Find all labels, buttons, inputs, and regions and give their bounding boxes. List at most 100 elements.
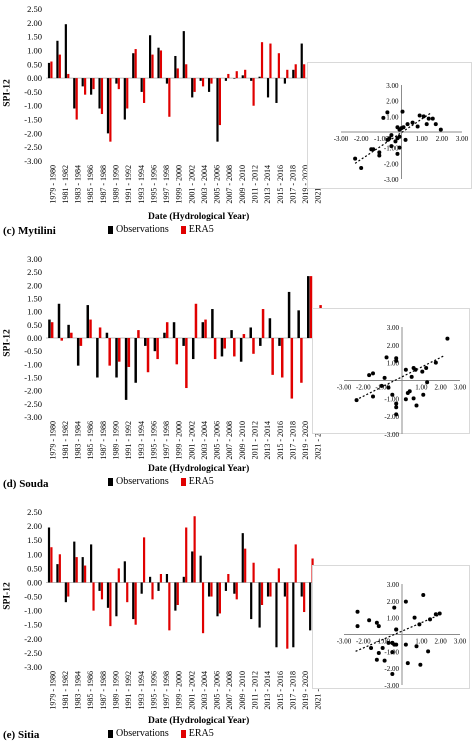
scatter-point xyxy=(390,672,395,677)
y-tick-label: -2.50 xyxy=(24,399,42,409)
scatter-y-tick-label: 2.00 xyxy=(387,342,400,350)
scatter-point xyxy=(395,151,400,156)
chart-caption: (c) Mytilini xyxy=(3,225,56,237)
bar-observations xyxy=(199,555,202,583)
x-tick-label: 2003 - 2004 xyxy=(200,165,209,204)
x-axis-label: Date (Hydrological Year) xyxy=(148,212,250,222)
bar-era5 xyxy=(218,582,221,614)
x-tick-label: 2009 - 2010 xyxy=(238,421,247,460)
bar-era5 xyxy=(117,78,120,90)
bar-era5 xyxy=(286,69,289,79)
scatter-y-tick-label: -1.00 xyxy=(384,395,399,403)
bar-observations xyxy=(163,332,166,338)
bar-era5 xyxy=(260,582,264,605)
bar-observations xyxy=(67,324,70,338)
y-tick-label: -1.50 xyxy=(24,115,42,125)
bar-observations xyxy=(165,574,169,583)
bar-era5 xyxy=(277,568,280,583)
scatter-point xyxy=(424,366,429,371)
bar-era5 xyxy=(126,582,129,603)
x-tick-label: 2001 - 2002 xyxy=(187,671,196,710)
scatter-point xyxy=(355,624,360,629)
chart-caption: (e) Sitia xyxy=(3,729,40,741)
panel-mytilini: 2.50 2.00 1.50 1.00 0.50 0.00 -0.50 -1.00 -1.50 -… xyxy=(0,0,474,247)
x-tick-label: 2017 - 2018 xyxy=(288,421,297,460)
scatter-point xyxy=(433,122,438,127)
x-tick-label: 2013 - 2014 xyxy=(263,671,272,710)
y-tick-label: -1.00 xyxy=(24,359,42,369)
scatter-point xyxy=(371,394,375,399)
x-tick-label: 2019 - 2020 xyxy=(301,671,310,710)
bar-observations xyxy=(56,564,59,583)
y-tick-label: 0.00 xyxy=(27,577,42,587)
bar-observations xyxy=(174,582,177,611)
scatter-trendline xyxy=(354,111,433,164)
scatter-x-tick-label: -1.00 xyxy=(374,135,389,143)
bar-era5 xyxy=(193,78,196,92)
bar-era5 xyxy=(252,562,255,583)
scatter-x-tick-label: 2.00 xyxy=(435,384,448,392)
bar-era5 xyxy=(294,544,297,583)
scatter-point xyxy=(389,133,394,138)
bar-observations xyxy=(201,322,205,338)
bar-chart-souda: 3.00 2.50 2.00 1.50 1.00 0.50 0.00 -0.50 -1.00 -1… xyxy=(24,254,324,460)
scatter-point xyxy=(376,651,381,656)
bar-era5 xyxy=(98,327,102,338)
legend-swatch-black xyxy=(108,225,113,234)
scatter-point xyxy=(371,147,376,152)
bar-era5 xyxy=(109,582,112,627)
x-tick-label: 2005 - 2006 xyxy=(213,421,222,460)
scatter-point xyxy=(437,611,442,616)
x-axis-label: Date (Hydrological Year) xyxy=(148,464,250,474)
bar-era5 xyxy=(67,73,70,79)
scatter-point xyxy=(374,620,379,625)
bar-observations xyxy=(182,338,185,346)
y-tick-label: -1.00 xyxy=(24,606,42,616)
y-tick-label: -3.00 xyxy=(24,156,42,166)
scatter-point xyxy=(359,166,364,171)
x-tick-label: 1989 - 1990 xyxy=(112,165,121,204)
x-tick-label: 2015 - 2016 xyxy=(276,421,285,460)
scatter-point xyxy=(394,401,399,406)
legend-label: ERA5 xyxy=(188,728,214,739)
y-tick-label: 0.50 xyxy=(27,563,42,573)
x-tick-label: 2009 - 2010 xyxy=(238,165,247,204)
scatter-y-tick-label: 3.00 xyxy=(387,581,400,589)
bar-observations xyxy=(191,78,194,98)
scatter-point xyxy=(425,380,430,385)
bar-observations xyxy=(239,338,243,362)
scatter-y-tick-label: -3.00 xyxy=(384,431,399,439)
y-tick-label: -0.50 xyxy=(24,346,42,356)
bar-era5 xyxy=(300,338,303,383)
bar-observations xyxy=(241,75,244,79)
legend-label: Observations xyxy=(116,728,169,739)
bar-era5 xyxy=(185,64,188,79)
bar-observations xyxy=(283,582,286,597)
scatter-point xyxy=(426,649,431,654)
bar-observations xyxy=(140,582,143,594)
bar-era5 xyxy=(117,568,120,583)
x-tick-label: 1979 - 1980 xyxy=(48,421,57,460)
bar-observations xyxy=(132,582,135,620)
bar-observations xyxy=(149,35,152,79)
bar-observations xyxy=(76,338,80,366)
y-tick-label: 2.50 xyxy=(27,507,42,517)
bar-observations xyxy=(307,276,310,338)
bar-observations xyxy=(98,78,101,109)
scatter-point xyxy=(381,115,386,120)
y-tick-label: 1.00 xyxy=(27,549,42,559)
bar-observations xyxy=(106,582,110,608)
bar-era5 xyxy=(176,582,179,605)
bar-era5 xyxy=(146,338,150,373)
scatter-point xyxy=(403,137,408,142)
bar-observations xyxy=(123,561,126,583)
scatter-point xyxy=(367,618,372,623)
scatter-point xyxy=(374,657,379,662)
bar-observations xyxy=(157,47,160,79)
bar-era5 xyxy=(159,50,163,79)
scatter-point xyxy=(389,144,394,149)
y-tick-label: -1.00 xyxy=(24,101,42,111)
bar-era5 xyxy=(109,78,112,142)
bar-era5 xyxy=(165,322,169,338)
scatter-point xyxy=(384,355,389,360)
